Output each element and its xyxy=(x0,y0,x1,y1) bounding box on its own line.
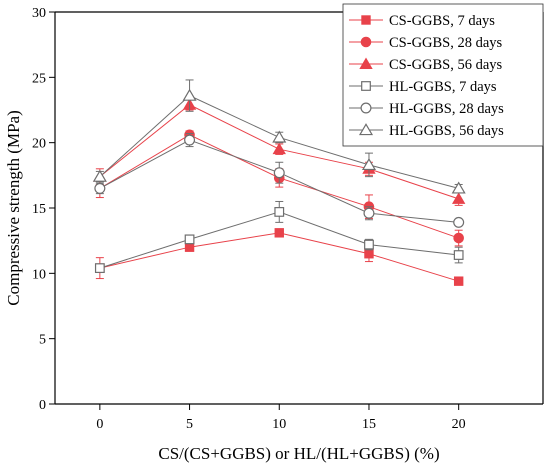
legend-marker xyxy=(361,15,371,25)
data-point xyxy=(363,207,375,219)
data-point xyxy=(94,182,106,194)
x-tick-label: 5 xyxy=(186,417,193,432)
legend-entry: HL-GGBS, 28 days xyxy=(349,101,504,117)
legend-marker xyxy=(361,81,371,91)
data-point xyxy=(272,130,287,143)
x-tick-label: 10 xyxy=(272,417,286,432)
series-4 xyxy=(94,200,464,274)
series-layer xyxy=(92,79,466,286)
data-point xyxy=(453,216,465,228)
series-1 xyxy=(95,228,464,286)
data-point xyxy=(272,142,286,155)
legend-marker xyxy=(359,57,373,69)
x-ticks: 0 5 10 15 20 xyxy=(96,404,466,432)
data-point xyxy=(453,276,464,286)
data-point xyxy=(274,228,284,238)
legend-entry: HL-GGBS, 56 days xyxy=(349,123,504,139)
data-point xyxy=(92,169,107,182)
data-point xyxy=(451,181,466,194)
y-tick-label: 15 xyxy=(32,202,46,217)
legend-marker xyxy=(358,123,374,136)
y-tick-label: 25 xyxy=(32,71,46,86)
legend: CS-GGBS, 7 days CS-GGBS, 28 days CS-GGBS, … xyxy=(342,3,544,147)
y-tick-label: 10 xyxy=(32,267,46,282)
data-point xyxy=(364,249,374,259)
legend-label: HL-GGBS, 28 days xyxy=(389,101,504,117)
data-point xyxy=(184,134,196,146)
y-axis-title: Compressive strength (MPa) xyxy=(4,110,23,305)
data-point xyxy=(451,192,466,204)
data-point xyxy=(453,250,464,260)
data-point xyxy=(361,157,377,171)
legend-label: HL-GGBS, 56 days xyxy=(389,123,504,139)
series-5 xyxy=(94,133,465,228)
x-tick-label: 20 xyxy=(452,417,466,432)
data-point xyxy=(94,263,105,274)
legend-label: HL-GGBS, 7 days xyxy=(389,79,497,95)
data-point xyxy=(273,167,285,179)
y-ticks: 0 5 10 15 20 25 30 xyxy=(32,6,55,413)
data-point xyxy=(274,207,285,217)
y-tick-label: 0 xyxy=(39,398,46,413)
x-tick-label: 0 xyxy=(96,417,103,432)
y-tick-label: 20 xyxy=(32,137,46,152)
legend-label: CS-GGBS, 28 days xyxy=(389,35,503,51)
x-tick-label: 15 xyxy=(362,417,376,432)
series-6 xyxy=(92,79,466,194)
series-line xyxy=(99,232,459,282)
legend-entry: CS-GGBS, 28 days xyxy=(349,35,503,51)
legend-entry: CS-GGBS, 7 days xyxy=(349,13,495,29)
x-axis-title: CS/(CS+GGBS) or HL/(HL+GGBS) (%) xyxy=(158,444,439,463)
legend-box xyxy=(342,3,544,147)
data-point xyxy=(182,88,197,101)
data-point xyxy=(184,234,195,245)
legend-marker xyxy=(360,102,372,114)
legend-entry: HL-GGBS, 7 days xyxy=(349,79,497,95)
y-tick-label: 5 xyxy=(39,333,46,348)
y-tick-label: 30 xyxy=(32,6,46,21)
legend-marker xyxy=(360,36,372,48)
legend-label: CS-GGBS, 56 days xyxy=(389,57,503,73)
data-point xyxy=(364,239,374,250)
legend-entry: CS-GGBS, 56 days xyxy=(349,57,503,73)
legend-label: CS-GGBS, 7 days xyxy=(389,13,495,29)
data-point xyxy=(453,232,464,244)
